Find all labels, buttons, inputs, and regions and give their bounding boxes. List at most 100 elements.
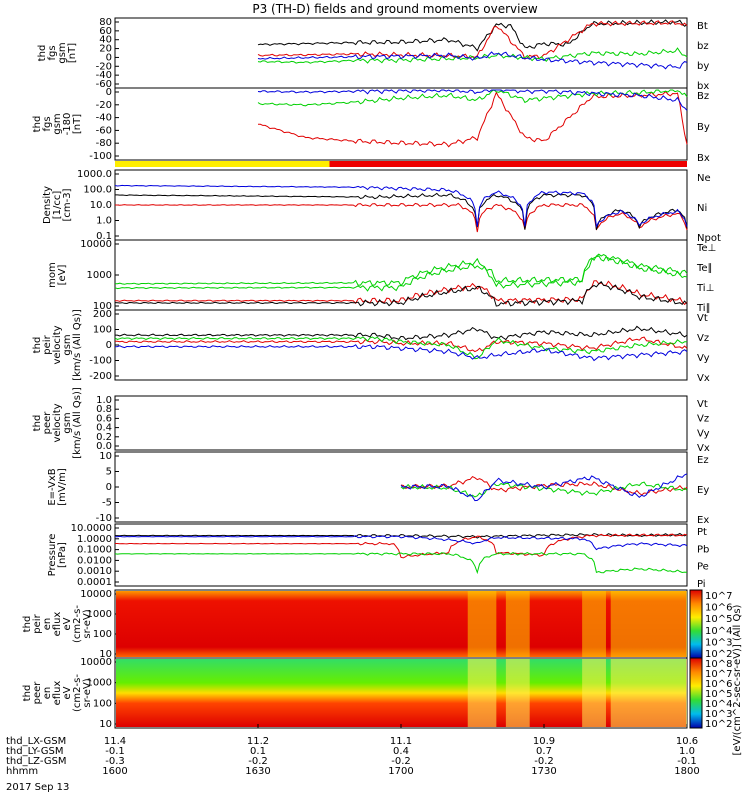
y-label-line: Density xyxy=(42,186,53,224)
series-Pi xyxy=(115,535,688,551)
y-label-line: (cm2-s- xyxy=(72,674,83,712)
y-tick-label: 100 xyxy=(93,301,112,312)
y-label-line: [mV/m] xyxy=(57,468,68,506)
spectrogram-feature xyxy=(467,659,497,727)
legend-Vt: Vt xyxy=(697,399,708,410)
legend-Npot: Npot xyxy=(697,233,721,244)
series-Tipar xyxy=(114,253,688,287)
y-label-line: eflux xyxy=(52,681,63,706)
panel-frame xyxy=(114,395,688,451)
y-label-line: gsm xyxy=(62,334,73,355)
y-tick-label: 100 xyxy=(93,629,112,640)
x-tick-label: -0.2 xyxy=(391,756,411,767)
y-tick-label: 0.8 xyxy=(96,404,112,415)
y-tick-label: 1000 xyxy=(87,678,112,689)
x-row-label: thd_LX-GSM xyxy=(6,736,66,747)
legend-Ex: Ex xyxy=(697,515,709,526)
series-Te xyxy=(115,280,688,306)
y-label-line: [cm-3] xyxy=(62,188,73,221)
series-Bz xyxy=(258,90,688,148)
series-Bt xyxy=(257,19,688,52)
y-tick-label: 1000 xyxy=(87,270,112,281)
panel-peir_spec: thd peir en eflux eV (cm2-s-sr-eV) 10000 1000 10… xyxy=(22,589,732,660)
x-tick-label: 0.4 xyxy=(393,746,409,757)
colorbar-tick: 10^4 xyxy=(705,699,732,710)
y-label-line: [km/s (All Qs)] xyxy=(72,309,83,381)
y-tick-label: 0.1000 xyxy=(77,545,112,556)
colorbar-tick: 10^8 xyxy=(705,659,732,670)
y-tick-label: 0 xyxy=(106,340,112,351)
x-tick-label: -0.1 xyxy=(677,756,697,767)
panel-density: Density [1/cc] [cm-3] 1000.0 100.0 10.0 1.0 0.1… xyxy=(42,169,721,244)
legend-Vt: Vt xyxy=(697,313,708,324)
y-tick-label: 0.0001 xyxy=(77,577,112,588)
y-label-line: thd xyxy=(37,45,48,62)
y-label-line: thd xyxy=(32,116,43,133)
y-tick-label: 0.6 xyxy=(96,413,112,424)
series-Pe xyxy=(114,551,688,575)
legend-bx: bx xyxy=(697,81,709,92)
x-tick-label: -0.3 xyxy=(105,756,125,767)
y-tick-label: -5 xyxy=(102,498,112,509)
y-label-line: velocity xyxy=(52,325,63,364)
x-tick-label: 1.0 xyxy=(679,746,695,757)
legend-Te∥: Te∥ xyxy=(696,263,713,274)
panel-temp: mom [eV] 10000 1000 100 Te⊥ Te∥ Ti⊥ Ti∥ xyxy=(47,239,716,314)
x-tick-label: 1730 xyxy=(531,766,556,777)
y-label-line: peir xyxy=(42,334,53,354)
colorbar-title: [eV/(cm^2-sec-sr-eV)] (All Qs) xyxy=(732,604,743,755)
y-tick-label: -60 xyxy=(96,125,112,136)
y-tick-label: 1000 xyxy=(87,609,112,620)
y-label-line: thd xyxy=(22,616,33,633)
y-tick-label: -10 xyxy=(96,513,112,524)
y-label-line: Pressure xyxy=(47,534,58,577)
x-tick-label: 0.7 xyxy=(536,746,552,757)
panel-fgs_offset: thd fgs gsm -180 [nT] 0 -20 -40-60 -80 -100 Bz By Bx xyxy=(32,87,710,164)
colorbar-tick: 10^5 xyxy=(705,689,732,700)
y-label-line: fgs xyxy=(42,116,53,131)
legend-Ne: Ne xyxy=(697,173,711,184)
legend-Vx: Vx xyxy=(697,443,710,454)
colorbar-tick: 10^5 xyxy=(705,614,732,625)
panel-frame xyxy=(114,87,688,161)
y-tick-label: 10.0 xyxy=(90,200,112,211)
legend-Vz: Vz xyxy=(697,333,709,344)
series-bz xyxy=(257,20,688,60)
y-label-line: sr-eV) xyxy=(82,678,93,707)
y-tick-label: -20 xyxy=(96,100,112,111)
y-tick-label: 10.0000 xyxy=(71,523,112,534)
x-axis-labels: thd_LX-GSM 11.4 11.2 11.1 10.9 10.6 thd_LY-GSM… xyxy=(6,724,700,777)
panel-frame xyxy=(114,17,688,89)
colorbar-tick: 10^7 xyxy=(705,669,732,680)
y-tick-label: -100 xyxy=(89,356,112,367)
y-tick-label: 5 xyxy=(106,467,112,478)
y-label-line: [nT] xyxy=(72,114,83,134)
figure-title: P3 (TH-D) fields and ground moments over… xyxy=(252,2,537,16)
x-tick-label: 1600 xyxy=(102,766,127,777)
y-tick-label: -40 xyxy=(96,70,112,81)
x-tick-label: 11.1 xyxy=(390,736,412,747)
y-label-line: eV xyxy=(62,686,73,699)
legend-Ti∥: Ti∥ xyxy=(696,303,711,314)
series-Pb xyxy=(115,533,688,559)
y-tick-label: 1.0000 xyxy=(77,534,112,545)
panel-peer_spec: thd peer en eflux eV (cm2-s-sr-eV) 10000 1000 10… xyxy=(22,657,732,730)
colorbar-tick: 10^3 xyxy=(705,709,732,720)
y-label-line: [nT] xyxy=(67,43,78,63)
x-row-label: thd_LZ-GSM xyxy=(6,756,67,767)
y-tick-label: -80 xyxy=(96,138,112,149)
panel-frame xyxy=(114,239,688,311)
panel-peir_vel: thd peir velocity gsm [km/s (All Qs)] 200 100 0… xyxy=(32,309,710,384)
colorbar-tick: 10^6 xyxy=(705,603,732,614)
y-tick-label: 10 xyxy=(99,719,112,730)
y-tick-label: 20 xyxy=(99,44,112,55)
y-label-line: [eV] xyxy=(57,265,68,286)
legend-Ti⊥: Ti⊥ xyxy=(696,283,714,294)
panel-frame xyxy=(114,309,688,381)
region-bar-yellow xyxy=(115,161,330,167)
x-tick-label: 1800 xyxy=(674,766,699,777)
y-label-line: [nPa] xyxy=(57,542,68,568)
y-label-line: [1/cc] xyxy=(52,191,63,220)
y-label-line: sr-eV) xyxy=(82,609,93,638)
